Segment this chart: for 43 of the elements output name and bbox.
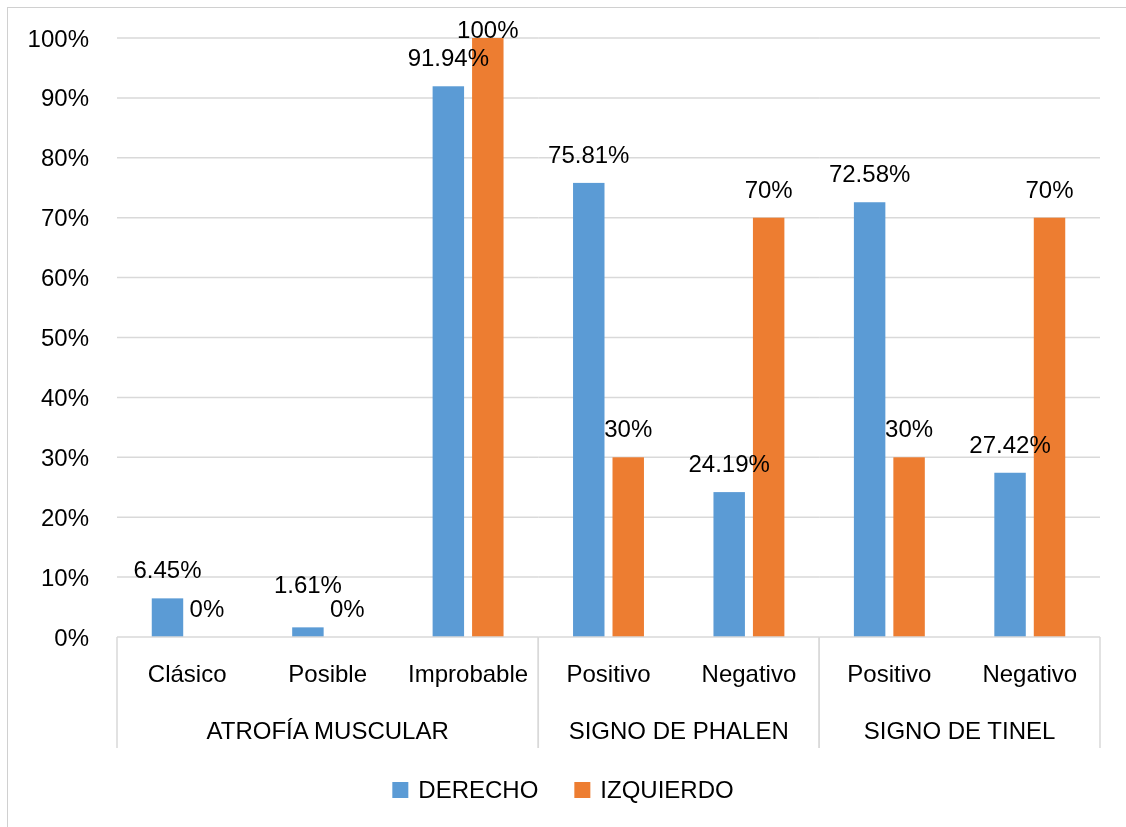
y-tick-label: 30% [40,443,89,471]
x-tick-label: Improbable [408,660,529,687]
data-label: 30% [604,415,653,443]
y-tick-label: 0% [54,623,89,651]
x-tick-label: Posible [288,660,367,687]
bar [853,202,886,637]
bar [432,86,465,637]
legend-label: IZQUIERDO [600,776,734,803]
data-label: 75.81% [548,140,630,168]
bar [573,182,605,637]
bar [893,457,925,637]
bar [151,598,184,637]
x-axis-title: ATROFÍA MUSCULAR [206,717,449,744]
data-label: 30% [885,415,934,443]
y-tick-label: 70% [40,204,89,232]
x-tick-label: Clásico [147,660,227,687]
x-tick-label: Positivo [847,660,932,687]
x-axis-title: SIGNO DE TINEL [863,717,1056,744]
bar [994,472,1026,637]
data-label: 100% [457,16,519,43]
x-tick-label: Negativo [701,660,797,687]
y-tick-label: 10% [40,563,89,591]
y-tick-label: 90% [40,84,89,112]
data-label: 1.61% [273,571,342,598]
data-label: 6.45% [133,556,202,584]
x-tick-label: Positivo [566,660,651,687]
x-tick-label: Negativo [982,660,1078,687]
y-tick-label: 40% [40,383,89,411]
y-tick-label: 20% [40,503,89,531]
bar [713,492,745,637]
data-label: 0% [189,595,225,622]
data-label: 70% [744,175,793,203]
y-tick-label: 80% [40,144,89,172]
x-axis-title: SIGNO DE PHALEN [568,717,789,744]
legend-label: DERECHO [418,776,539,803]
y-tick-label: 60% [40,264,89,292]
y-tick-label: 50% [40,324,89,351]
y-tick-label: 100% [27,24,89,52]
data-label: 72.58% [828,160,911,188]
data-label: 70% [1025,175,1074,203]
bar [612,457,644,637]
bar [292,627,324,637]
data-label: 0% [330,595,365,622]
